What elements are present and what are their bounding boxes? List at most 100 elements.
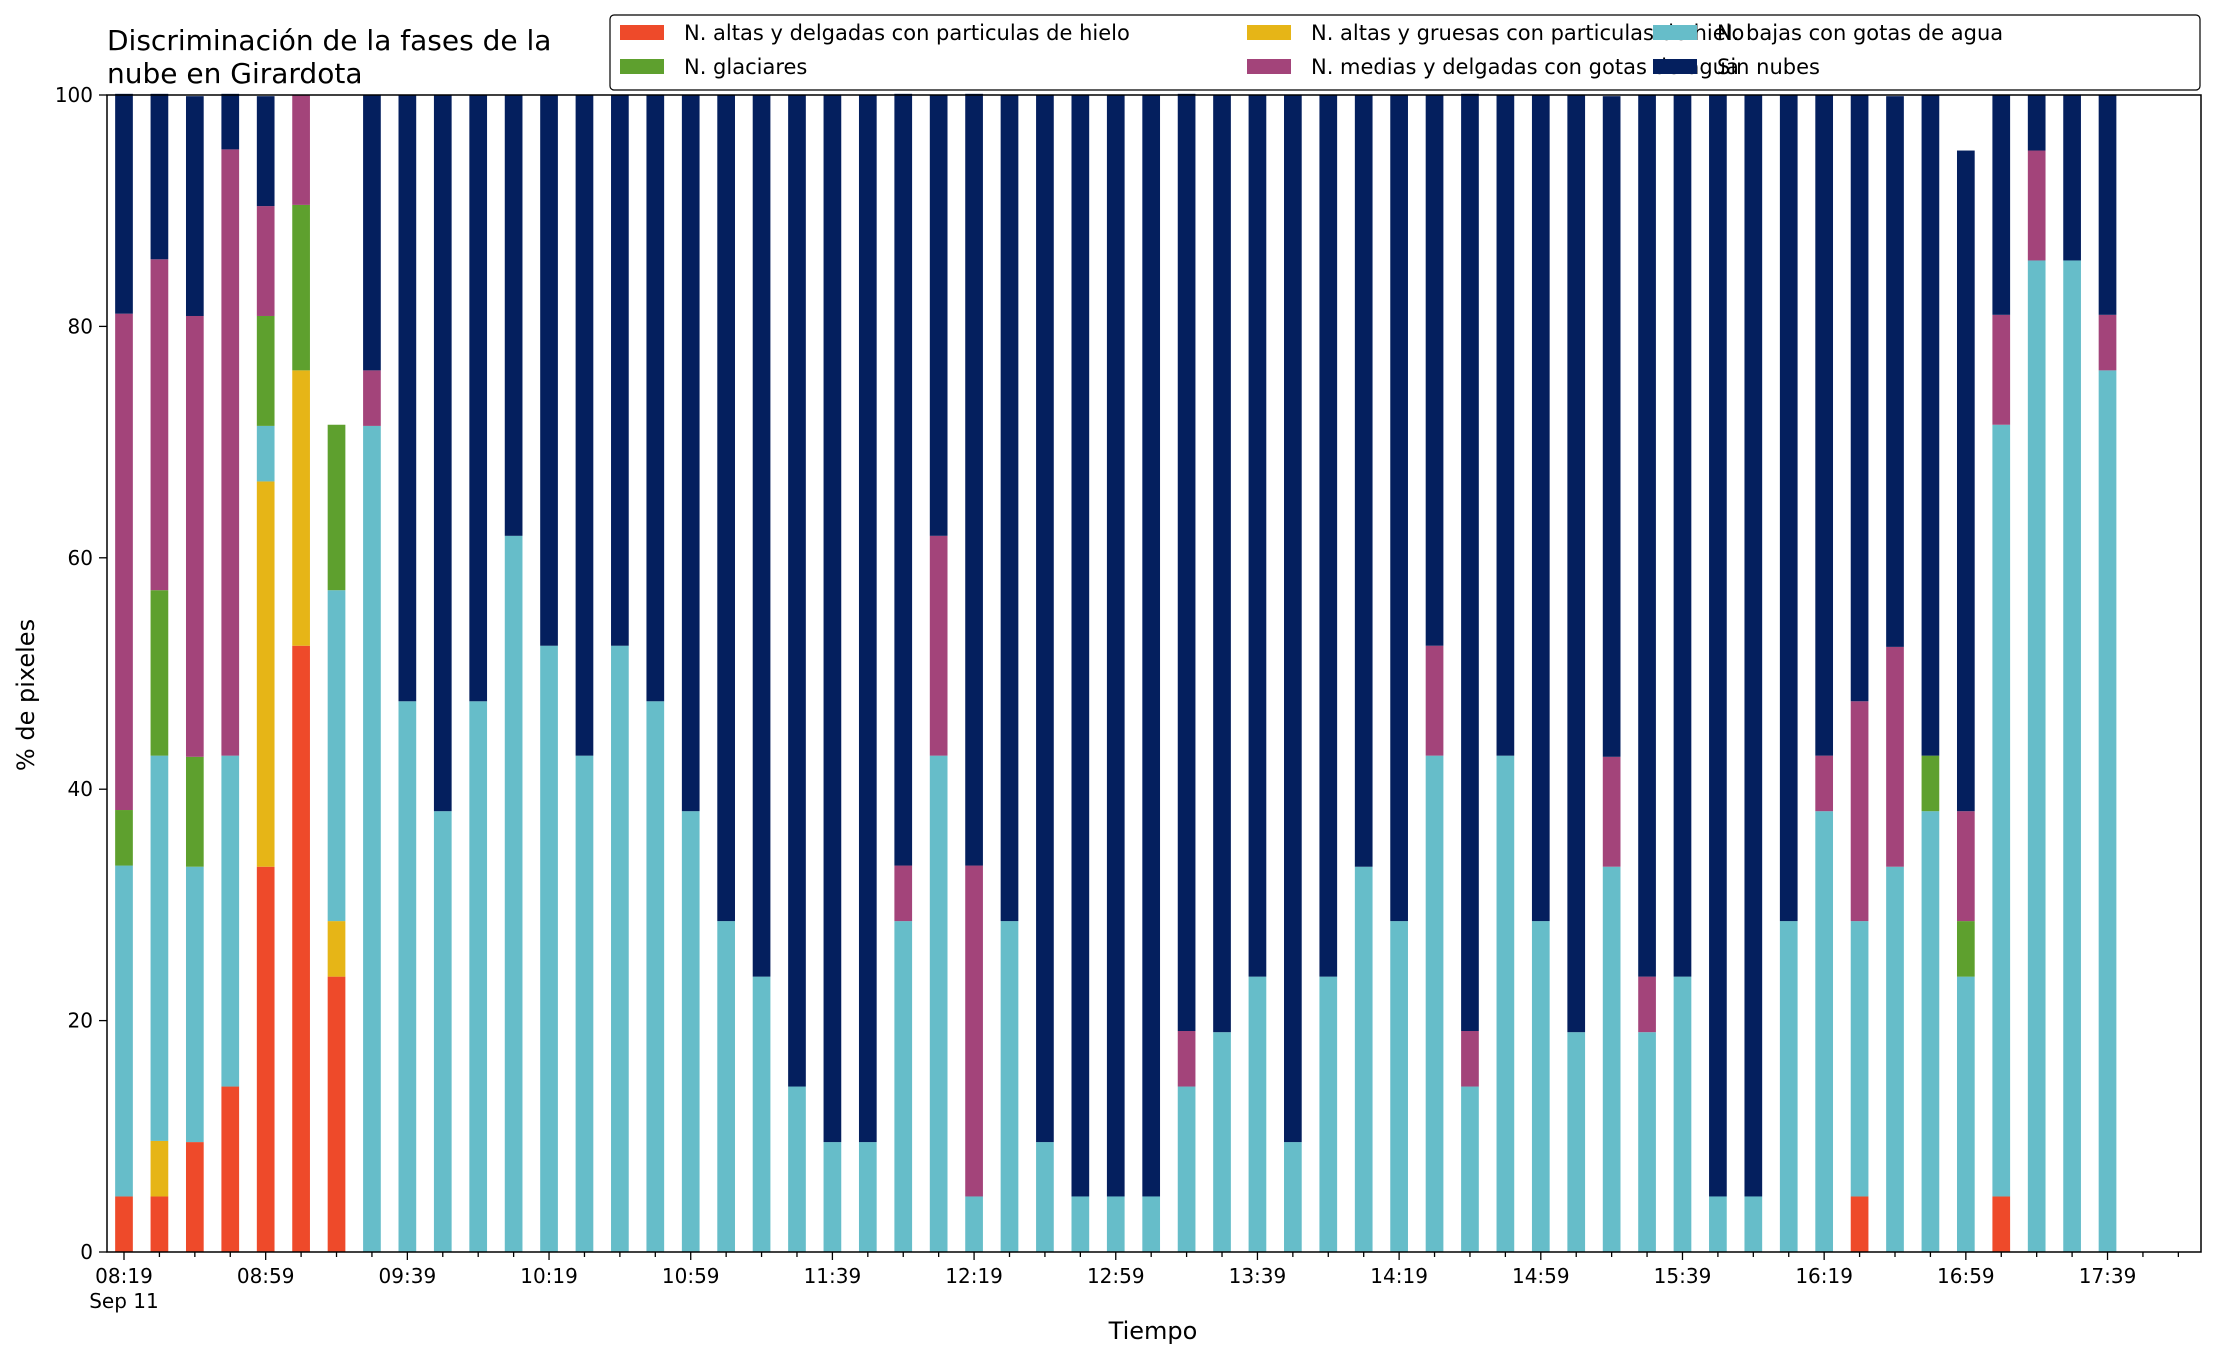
bar-segment [185, 756, 204, 867]
bar-segment [929, 95, 948, 536]
bar-segment [2063, 260, 2081, 1252]
bar-segment [2063, 95, 2081, 261]
bar-segment [292, 370, 310, 646]
legend-label: N. altas y delgadas con particulas de hi… [684, 21, 1130, 45]
bar-segment [1425, 755, 1444, 1252]
bar-segment [1709, 1196, 1727, 1252]
bar-segment [115, 1196, 133, 1252]
bar-segment [2027, 95, 2046, 151]
x-axis-label: Tiempo [1108, 1317, 1198, 1345]
bar-segment [327, 590, 346, 922]
bar-segment [221, 755, 240, 1087]
bar-segment [1638, 1032, 1656, 1252]
x-tick-label: 11:39 [804, 1264, 862, 1288]
bar-segment [1602, 96, 1621, 757]
bar-segment [1850, 1196, 1869, 1252]
bar-segment [823, 1142, 842, 1252]
bar-segment [2098, 95, 2117, 315]
bar-segment [1284, 95, 1302, 1143]
bar-segment [1000, 95, 1019, 922]
bar-segment [1461, 93, 1479, 1032]
legend-box [609, 14, 2201, 91]
bar-segment [150, 1196, 169, 1252]
bar-segment [646, 95, 665, 702]
bar-segment [398, 95, 417, 702]
bar-segment [1036, 1142, 1054, 1252]
bar-segment [858, 1142, 877, 1252]
bar-segment [717, 921, 735, 1252]
bar-segment [681, 95, 700, 812]
bar-segment [1177, 1031, 1196, 1087]
bar-segment [1815, 811, 1834, 1252]
bar-segment [1992, 424, 2011, 1197]
bar-segment [1779, 921, 1798, 1252]
bar-segment [1992, 314, 2011, 425]
bar-segment [1071, 95, 1090, 1197]
bar-segment [894, 865, 913, 922]
bar-segment [611, 95, 629, 646]
bar-segment [1496, 755, 1515, 1252]
bar-segment [1815, 95, 1834, 756]
bar-segment [1071, 1196, 1090, 1252]
bar-segment [1779, 95, 1798, 922]
bar-segment [1992, 1196, 2011, 1252]
bar-segment [1638, 976, 1656, 1033]
bar-segment [1638, 95, 1656, 977]
x-tick-label: 08:19 [95, 1264, 153, 1288]
bar-segment [221, 93, 240, 150]
bar-segment [1602, 866, 1621, 1252]
bar-segment [894, 93, 913, 866]
bar-segment [221, 1086, 240, 1252]
bar-segment [150, 93, 169, 260]
bar-segment [327, 976, 346, 1252]
bar-segment [1850, 921, 1869, 1197]
legend-swatch [1653, 59, 1697, 74]
bar-segment [1284, 1142, 1302, 1252]
bar-segment [681, 811, 700, 1252]
bar-segment [965, 1196, 983, 1252]
bar-segment [1956, 811, 1975, 922]
bar-segment [363, 425, 381, 1252]
bar-segment [1248, 976, 1267, 1252]
x-tick-label: 09:39 [379, 1264, 437, 1288]
chart-title-line-1: Discriminación de la fases de la [107, 24, 551, 57]
bar-segment [1461, 1031, 1479, 1087]
bar-segment [398, 701, 417, 1252]
chart-title-line-2: nube en Girardota [107, 57, 362, 90]
y-tick-label: 60 [68, 546, 93, 570]
legend-swatch [1247, 59, 1291, 74]
bar-segment [469, 95, 488, 702]
bar-segment [1744, 1196, 1763, 1252]
bar-segment [1390, 921, 1408, 1252]
bar-segment [256, 481, 275, 867]
bar-segment [1815, 755, 1834, 812]
bar-segment [327, 424, 346, 591]
bar-segment [256, 96, 275, 207]
bar-segment [1142, 1196, 1161, 1252]
bar-segment [540, 95, 558, 646]
bar-segment [1956, 921, 1975, 977]
bar-segment [1673, 976, 1692, 1252]
bar-segment [1177, 93, 1196, 1032]
bar-segment [752, 976, 771, 1252]
legend-swatch [1653, 25, 1697, 40]
bar-segment [929, 535, 948, 756]
legend-swatch [620, 59, 664, 74]
y-axis-label: % de pixeles [12, 619, 40, 771]
plot-frame [106, 94, 2202, 1253]
bar-segment [717, 95, 735, 922]
bar-segment [115, 313, 133, 811]
bar-segment [1354, 95, 1373, 867]
y-tick-label: 80 [68, 314, 93, 338]
bar-segment [256, 206, 275, 316]
bar-segment [752, 95, 771, 977]
bar-segment [858, 95, 877, 1143]
bar-segment [1567, 95, 1586, 1033]
bar-segment [1850, 701, 1869, 922]
bar-segment [469, 701, 488, 1252]
bar-segment [788, 1086, 806, 1252]
bar-segment [327, 921, 346, 977]
bar-segment [575, 755, 594, 1252]
bar-segment [1000, 921, 1019, 1252]
